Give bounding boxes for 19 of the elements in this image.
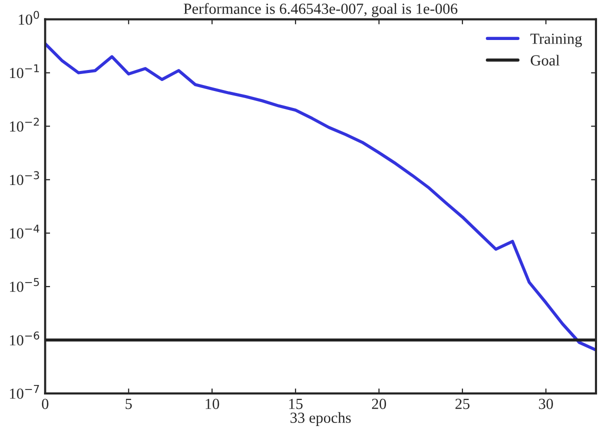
y-tick-label: 10$^{−2}$ <box>10 118 39 132</box>
y-tick-label: 10$^{0}$ <box>18 10 40 25</box>
x-tick-label: 25 <box>455 398 470 410</box>
y-tick-label: 10$^{−3}$ <box>10 171 39 186</box>
x-axis-title: 33 epochs <box>290 412 351 426</box>
x-tick-label: 15 <box>289 398 303 410</box>
y-tick-label: 10$^{−5}$ <box>10 278 39 292</box>
y-tick-label: 10$^{−4}$ <box>10 224 40 238</box>
chart-title: Performance is 6.46543e-007, goal is 1e-006 <box>184 3 458 18</box>
y-tick-label: 10$^{−7}$ <box>10 385 39 399</box>
legend-label: Goal <box>530 54 560 66</box>
x-tick-label: 0 <box>42 398 48 410</box>
y-tick-label: 10$^{−1}$ <box>10 64 39 78</box>
legend-label: Training <box>530 34 582 48</box>
x-tick-label: 10 <box>206 398 220 410</box>
x-tick-label: 30 <box>538 398 553 410</box>
x-tick-label: 5 <box>126 398 132 410</box>
x-tick-label: 20 <box>372 398 386 410</box>
y-tick-label: 10$^{−6}$ <box>10 332 40 346</box>
